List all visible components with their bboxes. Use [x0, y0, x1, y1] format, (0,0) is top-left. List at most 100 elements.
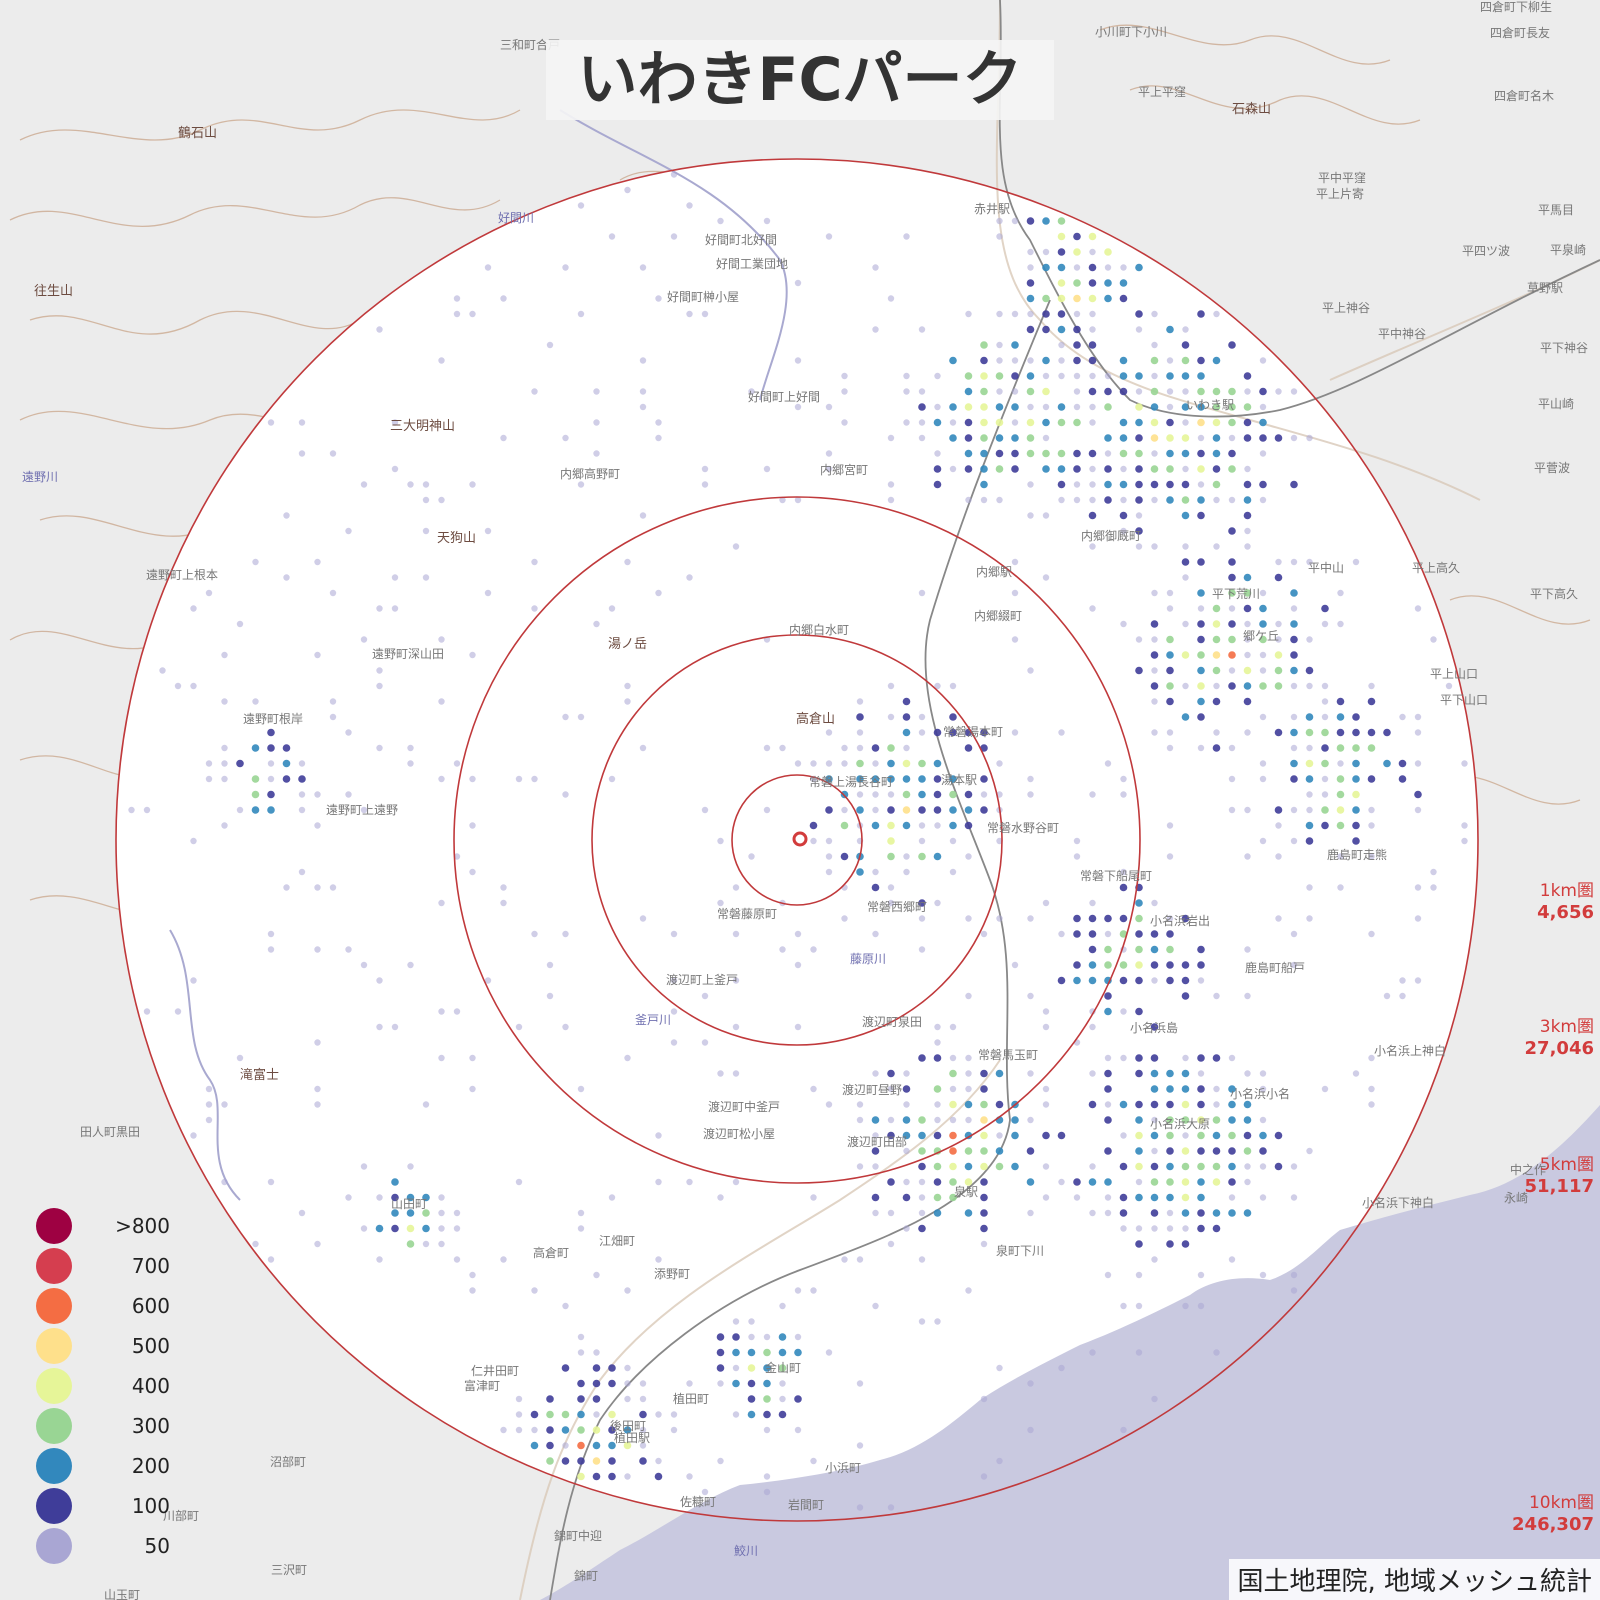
mesh-cell-dot [794, 1426, 802, 1434]
mesh-cell-dot [1119, 294, 1128, 303]
mesh-cell-dot [1151, 1116, 1158, 1124]
legend-item: >800 [36, 1208, 170, 1248]
mesh-cell-dot [1135, 372, 1143, 380]
mesh-cell-dot [1321, 1085, 1329, 1093]
mesh-cell-dot [763, 1348, 771, 1357]
town-label: 植田町 [673, 1391, 709, 1406]
mesh-cell-dot [902, 713, 911, 721]
mesh-cell-dot [314, 651, 321, 659]
mesh-cell-dot [1120, 1132, 1127, 1139]
mesh-cell-dot [1181, 976, 1190, 985]
mesh-cell-dot [1073, 837, 1081, 845]
mesh-cell-dot [964, 372, 973, 380]
mesh-cell-dot [655, 434, 662, 442]
mesh-cell-dot [980, 387, 988, 396]
town-label: 内郷綴町 [974, 608, 1022, 623]
mesh-cell-dot [996, 760, 1003, 767]
town-label: 平上神谷 [1322, 301, 1370, 315]
town-label: 平下荒川 [1212, 587, 1260, 601]
mesh-cell-dot [965, 1116, 972, 1124]
mesh-cell-dot [438, 899, 445, 907]
mesh-cell-dot [469, 651, 476, 659]
venue-marker-icon[interactable] [792, 831, 808, 847]
mesh-cell-dot [422, 496, 430, 504]
mesh-cell-dot [1368, 682, 1375, 690]
mesh-cell-dot [1104, 465, 1112, 473]
mesh-cell-dot [1228, 1147, 1236, 1155]
mesh-cell-dot [1042, 248, 1050, 256]
ring-population: 246,307 [1512, 1514, 1594, 1535]
mesh-cell-dot [1089, 899, 1096, 907]
mesh-cell-dot [1166, 1225, 1174, 1232]
mesh-cell-dot [1244, 853, 1251, 860]
mesh-cell-dot [1228, 387, 1236, 396]
mesh-cell-dot [562, 264, 569, 271]
mesh-cell-dot [1212, 1178, 1221, 1186]
town-label: 小川町下小川 [1095, 25, 1167, 39]
mesh-cell-dot [964, 806, 973, 814]
mesh-cell-dot [1259, 635, 1267, 644]
mesh-cell-dot [592, 1364, 601, 1372]
mesh-cell-dot [1197, 1162, 1205, 1171]
mesh-cell-dot [887, 434, 895, 442]
mesh-cell-dot [577, 1472, 585, 1481]
mesh-cell-dot [779, 496, 786, 504]
mesh-cell-dot [1104, 403, 1112, 411]
mesh-cell-dot [825, 729, 833, 736]
mesh-cell-dot [872, 791, 879, 798]
mesh-cell-dot [1306, 915, 1313, 922]
mesh-cell-dot [903, 744, 910, 752]
mesh-cell-dot [345, 1194, 352, 1201]
mesh-cell-dot [531, 930, 538, 938]
mesh-cell-dot [1119, 418, 1128, 427]
mesh-cell-dot [1088, 341, 1097, 349]
town-label: 平下高久 [1530, 586, 1578, 601]
mesh-cell-dot [1368, 1054, 1375, 1062]
mesh-cell-dot [655, 295, 662, 302]
legend-item: 300 [36, 1408, 170, 1448]
mesh-cell-dot [887, 806, 895, 814]
mesh-cell-dot [251, 744, 260, 752]
mesh-cell-dot [1027, 310, 1034, 318]
mesh-cell-dot [252, 1240, 259, 1248]
mesh-cell-dot [996, 388, 1003, 395]
mesh-cell-dot [841, 419, 848, 426]
mesh-cell-dot [1274, 434, 1283, 442]
mesh-cell-dot [732, 1178, 740, 1186]
mesh-cell-dot [1089, 403, 1096, 411]
mesh-cell-dot [1352, 1070, 1360, 1077]
mesh-cell-dot [1197, 1193, 1205, 1202]
mesh-cell-dot [608, 1364, 616, 1372]
mesh-cell-dot [1089, 1349, 1096, 1356]
mesh-cell-dot [1089, 1023, 1096, 1031]
mesh-cell-dot [1383, 728, 1391, 737]
town-label: 高倉町 [533, 1245, 569, 1260]
mesh-cell-dot [918, 1318, 926, 1325]
mesh-cell-dot [205, 760, 213, 767]
mesh-cell-dot [1290, 635, 1298, 644]
mesh-cell-dot [1445, 682, 1453, 690]
legend-swatch [36, 1448, 72, 1484]
station-label: 湯本駅 [941, 773, 977, 787]
mesh-cell-dot [298, 791, 306, 798]
mesh-cell-dot [1104, 294, 1112, 303]
mesh-cell-dot [1243, 434, 1252, 442]
mesh-cell-dot [205, 775, 213, 783]
mesh-cell-dot [1166, 729, 1174, 736]
mesh-cell-dot [577, 1410, 585, 1419]
mesh-cell-dot [422, 1193, 430, 1202]
mesh-cell-dot [980, 480, 988, 489]
mesh-cell-dot [1104, 279, 1112, 287]
town-label: 遠野町上遠野 [326, 803, 398, 817]
mesh-cell-dot [1057, 449, 1066, 458]
mesh-cell-dot [1166, 853, 1174, 860]
town-label: 鹿島町船戸 [1245, 960, 1305, 975]
mesh-cell-dot [1197, 558, 1205, 566]
mesh-cell-dot [1243, 1131, 1252, 1140]
town-label: 川部町 [163, 1508, 199, 1523]
mesh-cell-dot [1058, 372, 1065, 380]
mesh-cell-dot [933, 775, 942, 783]
mesh-cell-dot [1181, 1178, 1190, 1186]
mesh-cell-dot [1135, 1302, 1143, 1310]
